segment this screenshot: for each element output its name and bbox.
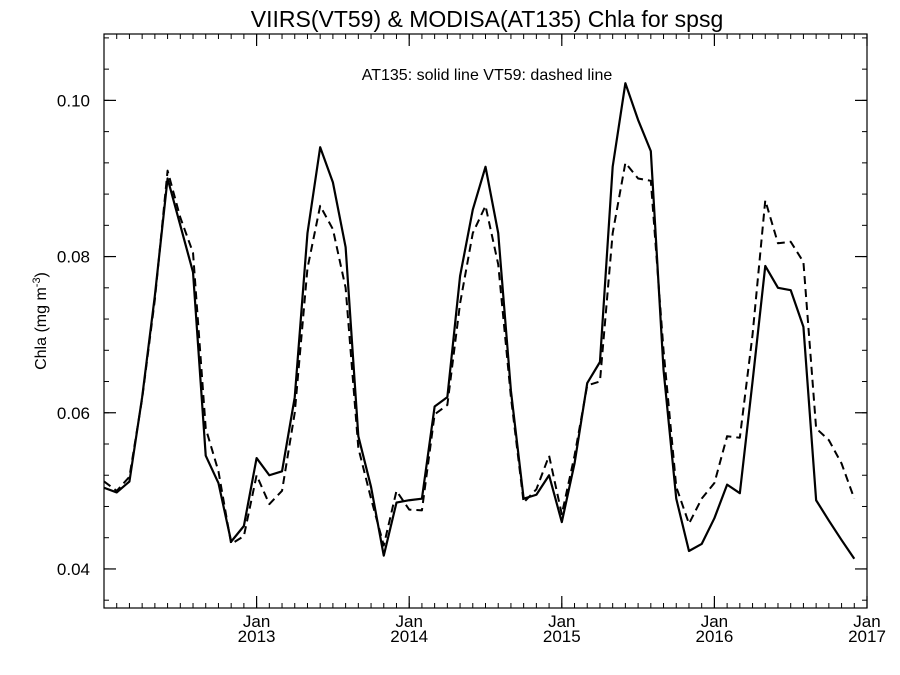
series-line-at135 <box>103 82 856 560</box>
series-line-vt59 <box>103 161 856 547</box>
y-tick-label: 0.06 <box>57 404 90 423</box>
plot-frame <box>103 33 868 609</box>
x-tick-year-label: 2016 <box>695 627 733 646</box>
y-tick-label: 0.10 <box>57 91 90 110</box>
x-tick-year-label: 2013 <box>238 627 276 646</box>
y-axis-label: Chla (mg m-3) <box>31 272 50 370</box>
series-lines <box>103 82 856 560</box>
x-tick-year-label: 2017 <box>848 627 886 646</box>
x-tick-year-label: 2014 <box>390 627 428 646</box>
x-tick-month-label: Jan <box>395 612 422 631</box>
x-tick-year-label: 2015 <box>543 627 581 646</box>
series-legend-note: AT135: solid line VT59: dashed line <box>362 67 613 84</box>
x-tick-month-label: Jan <box>853 612 880 631</box>
y-axis-ticks: 0.04 0.06 0.08 0.10 <box>57 37 867 601</box>
y-tick-label: 0.04 <box>57 560 90 579</box>
y-tick-label: 0.08 <box>57 248 90 267</box>
chart-title: VIIRS(VT59) & MODISA(AT135) Chla for sps… <box>251 6 724 32</box>
x-tick-month-label: Jan <box>243 612 270 631</box>
x-tick-month-label: Jan <box>701 612 728 631</box>
x-tick-month-label: Jan <box>548 612 575 631</box>
